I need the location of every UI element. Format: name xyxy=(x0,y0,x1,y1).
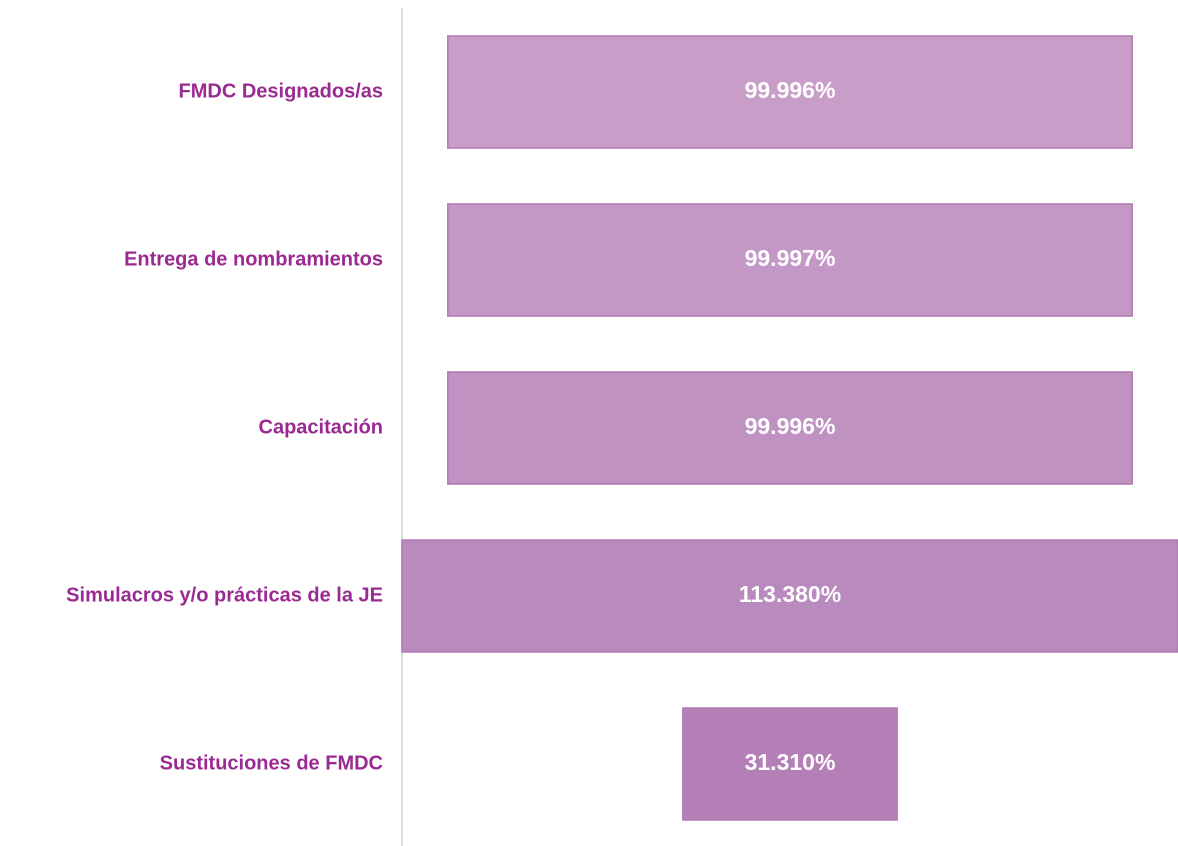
category-label: FMDC Designados/as xyxy=(179,80,383,102)
bar xyxy=(447,203,1133,317)
category-label: Simulacros y/o prácticas de la JE xyxy=(66,584,383,606)
bar xyxy=(401,539,1178,653)
value-label: 99.997% xyxy=(745,245,836,271)
category-label: Capacitación xyxy=(259,416,383,438)
value-label: 113.380% xyxy=(739,581,841,607)
value-label: 99.996% xyxy=(745,77,836,103)
value-label: 31.310% xyxy=(745,749,836,775)
category-label: Sustituciones de FMDC xyxy=(160,752,383,774)
bar xyxy=(447,371,1133,485)
bar xyxy=(682,707,898,821)
value-label: 99.996% xyxy=(745,413,836,439)
category-label: Entrega de nombramientos xyxy=(124,248,383,270)
bar xyxy=(447,35,1133,149)
